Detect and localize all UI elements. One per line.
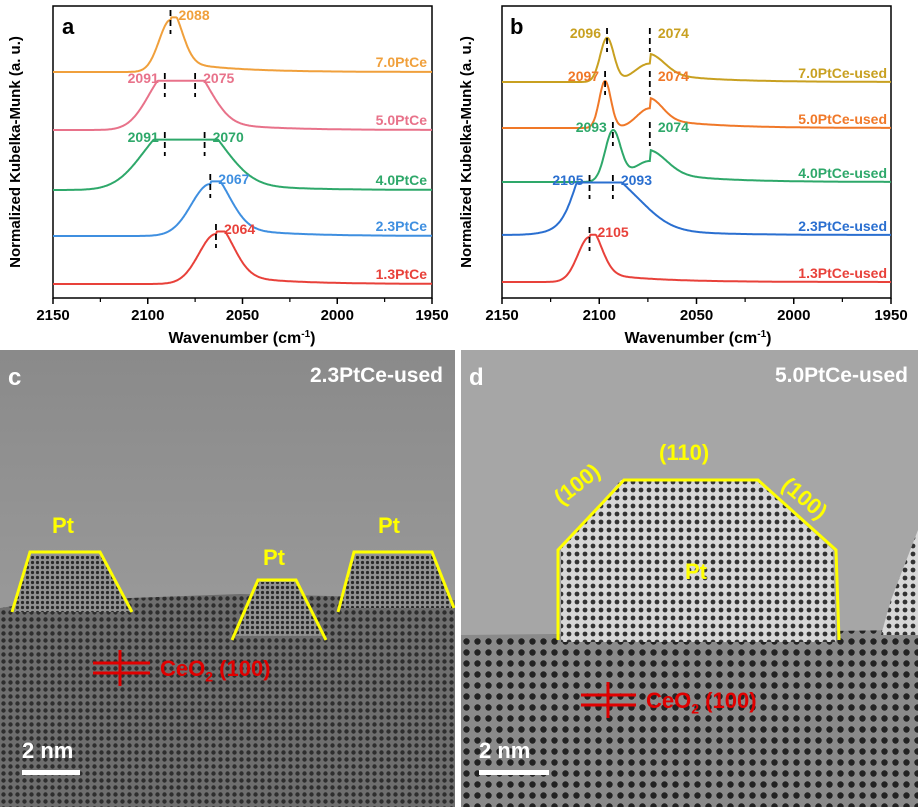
peak-label: 2093: [576, 119, 607, 135]
panel-c-title: 2.3PtCe-used: [309, 364, 443, 387]
peak-label: 2105: [552, 172, 583, 188]
series-line-2.3PtCe: [53, 180, 432, 237]
peak-label: 2075: [203, 70, 234, 86]
series-label: 7.0PtCe: [376, 54, 428, 70]
series-line-7.0PtCe-used: [502, 36, 891, 83]
peak-label: 2093: [621, 172, 652, 188]
peak-label: 2074: [658, 68, 689, 84]
peak-label: 2105: [598, 224, 629, 240]
series-label: 2.3PtCe: [376, 218, 428, 234]
x-tick-label: 1950: [874, 307, 907, 324]
panel-d-micrograph: [461, 350, 918, 807]
x-tick-label: 1950: [415, 307, 448, 324]
panel-c: c 2.3PtCe-used Pt Pt Pt CeO2 (100) 2 nm: [0, 350, 455, 807]
series-line-1.3PtCe: [53, 230, 432, 285]
series-label: 7.0PtCe-used: [798, 65, 887, 81]
peak-label: 2096: [570, 25, 601, 41]
series-line-5.0PtCe: [53, 79, 432, 131]
pt-outlines: [10, 550, 455, 641]
spectra-figure: a Normalized Kubelka-Munk (a. u.) Wavenu…: [7, 5, 908, 347]
pt-particle-1: [14, 555, 132, 612]
ceo2-label: CeO2 (100): [646, 688, 757, 717]
panel-c-letter: c: [8, 364, 22, 391]
series-label: 2.3PtCe-used: [798, 218, 887, 234]
series-line-7.0PtCe: [53, 16, 432, 73]
panel-b-ylabel: Normalized Kubelka-Munk (a. u.): [458, 36, 475, 268]
scale-bar: [479, 770, 549, 775]
panel-b: b Normalized Kubelka-Munk (a. u.) Wavenu…: [458, 5, 908, 347]
peak-label: 2088: [178, 7, 209, 23]
pt-outline: [556, 478, 841, 641]
panel-a-xlabel: Wavenumber (cm-1): [168, 329, 315, 347]
series-label: 4.0PtCe-used: [798, 165, 887, 181]
peak-label: 2097: [568, 68, 599, 84]
scale-label: 2 nm: [479, 738, 531, 763]
peak-label: 2091: [128, 70, 159, 86]
panel-b-frame: [501, 5, 892, 299]
scale-bar: [22, 770, 80, 775]
peak-label: 2074: [658, 119, 689, 135]
peak-label: 2067: [218, 171, 249, 187]
series-label: 1.3PtCe-used: [798, 265, 887, 281]
series-line-5.0PtCe-used: [502, 79, 891, 129]
ceo2-support: [0, 594, 455, 807]
ceo2-lattice-marker: [581, 682, 636, 718]
series-line-4.0PtCe-used: [502, 128, 891, 183]
panel-a-letter: a: [62, 14, 75, 39]
x-tick-label: 2150: [36, 307, 69, 324]
series-label: 5.0PtCe: [376, 112, 428, 128]
series-label: 5.0PtCe-used: [798, 111, 887, 127]
panel-b-xlabel: Wavenumber (cm-1): [624, 329, 771, 347]
scale-label: 2 nm: [22, 738, 74, 763]
panel-c-micrograph: [0, 350, 455, 807]
panel-d-title: 5.0PtCe-used: [774, 364, 908, 387]
peak-label: 2064: [224, 221, 255, 237]
pt-label-3: Pt: [378, 513, 400, 538]
facet-top-label: (110): [659, 440, 710, 465]
peak-label: 2070: [213, 129, 244, 145]
series-line-1.3PtCe-used: [502, 233, 891, 283]
pt-label: Pt: [685, 559, 707, 584]
x-tick-label: 2100: [583, 307, 616, 324]
panel-a-ylabel: Normalized Kubelka-Munk (a. u.): [7, 36, 24, 268]
panel-d-letter: d: [469, 364, 484, 391]
x-tick-label: 2050: [680, 307, 713, 324]
x-tick-label: 2000: [777, 307, 810, 324]
pt-label-2: Pt: [263, 545, 285, 570]
panel-b-letter: b: [510, 14, 523, 39]
x-tick-label: 2050: [226, 307, 259, 324]
peak-label: 2091: [128, 129, 159, 145]
pt-particle-3: [340, 555, 454, 608]
ceo2-support: [461, 630, 918, 807]
panel-a: a Normalized Kubelka-Munk (a. u.) Wavenu…: [7, 5, 449, 347]
x-tick-label: 2000: [321, 307, 354, 324]
series-line-2.3PtCe-used: [501, 181, 891, 236]
series-label: 1.3PtCe: [376, 266, 428, 282]
pt-particle-edge: [881, 530, 918, 635]
ceo2-label: CeO2 (100): [160, 656, 271, 685]
x-tick-label: 2150: [485, 307, 518, 324]
x-tick-label: 2100: [131, 307, 164, 324]
series-label: 4.0PtCe: [376, 172, 428, 188]
pt-particle: [561, 480, 836, 642]
panel-a-frame: [52, 5, 433, 299]
pt-particle-2: [236, 582, 322, 636]
pt-label-1: Pt: [52, 513, 74, 538]
peak-label: 2074: [658, 25, 689, 41]
panel-d: d 5.0PtCe-used (110) (100) (100) Pt CeO2…: [461, 350, 918, 807]
series-line-4.0PtCe: [53, 138, 432, 191]
ceo2-lattice-marker: [93, 650, 150, 686]
